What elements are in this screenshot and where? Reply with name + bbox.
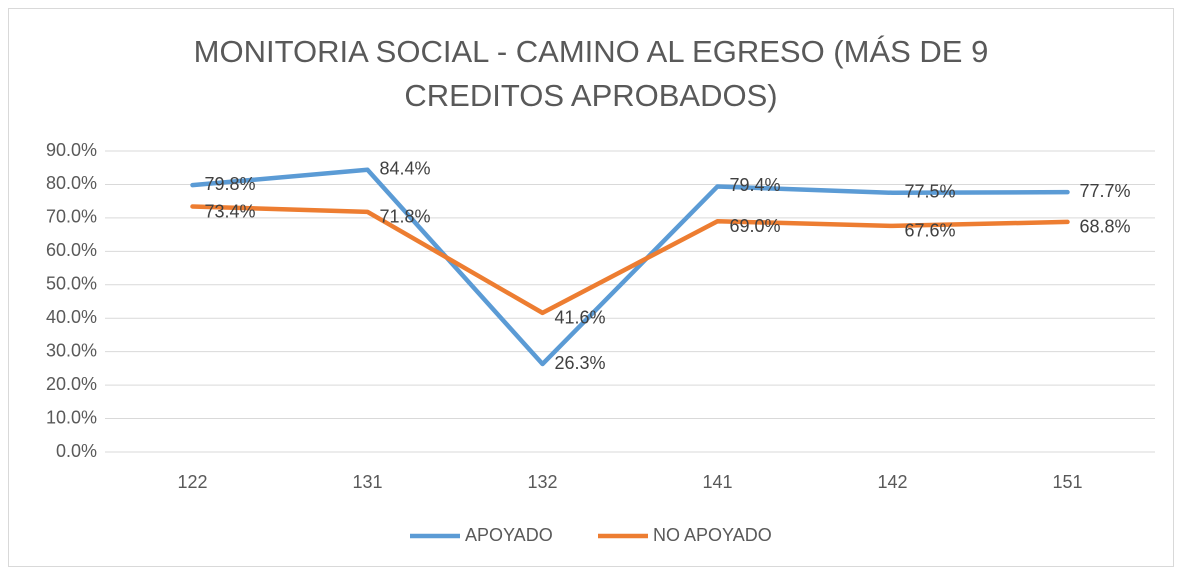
data-label: 26.3% (555, 353, 606, 373)
line-series (190, 167, 1070, 367)
y-tick-label: 30.0% (46, 340, 97, 360)
y-tick-label: 70.0% (46, 207, 97, 227)
data-label: 84.4% (380, 158, 431, 178)
y-tick-label: 10.0% (46, 407, 97, 427)
x-tick-label: 122 (177, 472, 207, 492)
data-label: 41.6% (555, 308, 606, 328)
y-tick-label: 40.0% (46, 307, 97, 327)
data-label: 77.5% (905, 182, 956, 202)
y-tick-label: 90.0% (46, 140, 97, 160)
chart-title: MONITORIA SOCIAL - CAMINO AL EGRESO (MÁS… (193, 34, 989, 113)
y-tick-label: 80.0% (46, 173, 97, 193)
y-tick-label: 60.0% (46, 240, 97, 260)
line-series (190, 204, 1070, 316)
data-label: 77.7% (1080, 181, 1131, 201)
y-tick-label: 0.0% (56, 441, 97, 461)
data-label: 79.8% (205, 174, 256, 194)
x-tick-label: 142 (877, 472, 907, 492)
legend-label: APOYADO (465, 525, 553, 545)
data-label: 68.8% (1080, 217, 1131, 237)
x-tick-label: 151 (1052, 472, 1082, 492)
data-label: 71.8% (380, 207, 431, 227)
legend-label: NO APOYADO (653, 525, 772, 545)
y-tick-label: 50.0% (46, 274, 97, 294)
data-label: 73.4% (205, 201, 256, 221)
data-label: 69.0% (730, 216, 781, 236)
x-tick-label: 141 (702, 472, 732, 492)
y-tick-label: 20.0% (46, 374, 97, 394)
x-tick-label: 131 (352, 472, 382, 492)
data-label: 67.6% (905, 221, 956, 241)
x-tick-label: 132 (527, 472, 557, 492)
data-label: 79.4% (730, 175, 781, 195)
